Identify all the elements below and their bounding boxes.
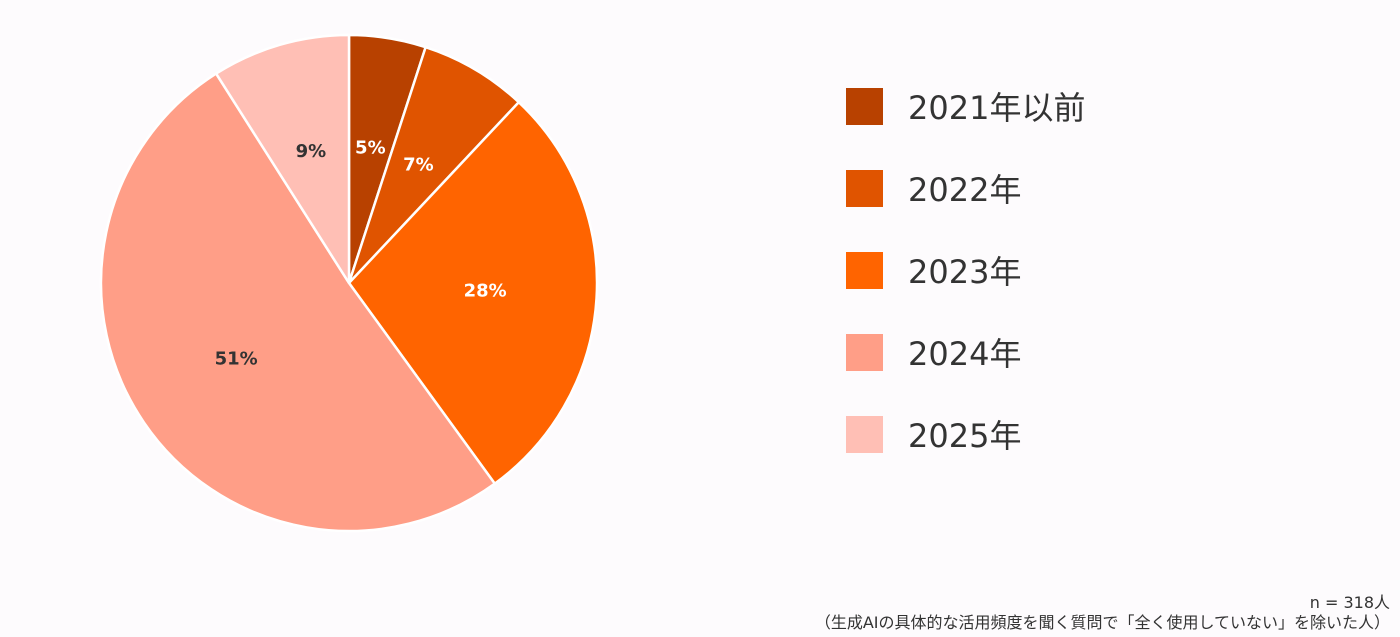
- legend-swatch: [846, 169, 883, 207]
- chart-legend: 2021年以前 2022年 2023年 2024年 2025年: [846, 82, 1085, 492]
- legend-swatch: [846, 415, 883, 453]
- legend-swatch: [846, 333, 883, 371]
- legend-item-2022: 2022年: [846, 164, 1085, 212]
- respondent-note: （生成AIの具体的な活用頻度を聞く質問で「全く使用していない」を除いた人）: [814, 613, 1390, 632]
- data-label: 5%: [355, 137, 386, 158]
- data-label: 7%: [403, 155, 434, 176]
- legend-label: 2023年: [908, 253, 1022, 291]
- pie-slices: [99, 33, 599, 533]
- data-label: 51%: [215, 349, 258, 370]
- slice-2023: [347, 100, 599, 485]
- legend-item-2023: 2023年: [846, 246, 1085, 294]
- legend-label: 2022年: [908, 171, 1022, 209]
- legend-item-2025: 2025年: [846, 410, 1085, 458]
- slice-2024: [99, 72, 497, 533]
- slice-2025: [214, 33, 351, 285]
- legend-swatch: [846, 251, 883, 289]
- pie-data-labels: 5% 7% 28% 51% 9%: [215, 137, 507, 369]
- legend-label: 2021年以前: [908, 89, 1086, 127]
- data-label: 9%: [296, 141, 327, 162]
- legend-swatch: [846, 87, 883, 125]
- legend-item-2021: 2021年以前: [846, 82, 1085, 130]
- slice-2022: [347, 45, 521, 285]
- legend-item-2024: 2024年: [846, 328, 1085, 376]
- legend-label: 2024年: [908, 335, 1022, 373]
- sample-size-note: n = 318人: [1309, 593, 1390, 612]
- legend-label: 2025年: [908, 417, 1022, 455]
- data-label: 28%: [464, 281, 507, 302]
